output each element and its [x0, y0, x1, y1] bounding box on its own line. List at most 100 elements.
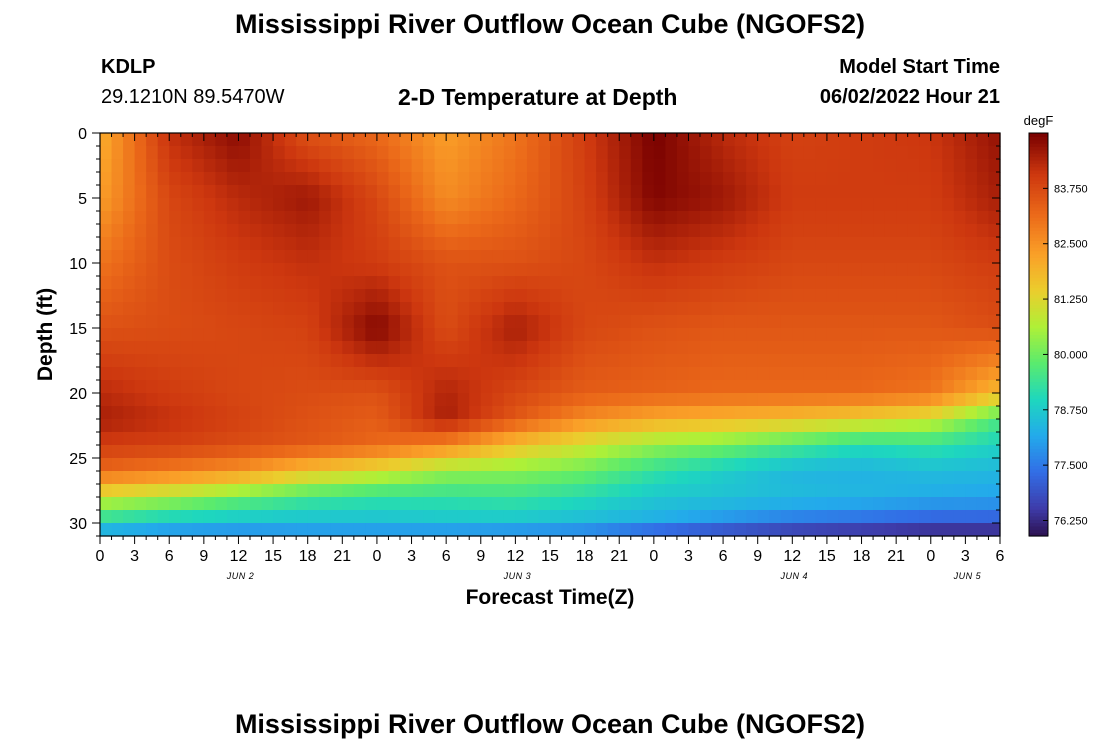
- colorbar-frame: [1028, 132, 1049, 537]
- heatmap-cell: [780, 185, 793, 199]
- colorbar-segment: [1029, 371, 1048, 376]
- heatmap-cell: [492, 172, 505, 186]
- heatmap-cell: [988, 289, 1001, 303]
- heatmap-cell: [353, 471, 366, 485]
- heatmap-cell: [446, 458, 459, 472]
- heatmap-cell: [203, 302, 216, 316]
- heatmap-cell: [780, 380, 793, 394]
- heatmap-cell: [411, 185, 424, 199]
- heatmap-cell: [434, 250, 447, 264]
- colorbar-segment: [1029, 304, 1048, 309]
- heatmap-cell: [330, 497, 343, 511]
- heatmap-cell: [723, 341, 736, 355]
- heatmap-cell: [503, 172, 516, 186]
- heatmap-cell: [815, 289, 828, 303]
- heatmap-cell: [596, 211, 609, 225]
- heatmap-cell: [273, 471, 286, 485]
- heatmap-cell: [838, 211, 851, 225]
- heatmap-cell: [250, 458, 263, 472]
- heatmap-cell: [792, 315, 805, 329]
- heatmap-cell: [734, 146, 747, 160]
- heatmap-cell: [238, 510, 251, 524]
- heatmap-cell: [284, 341, 297, 355]
- heatmap-cell: [642, 198, 655, 212]
- heatmap-cell: [446, 146, 459, 160]
- heatmap-cell: [192, 159, 205, 173]
- heatmap-cell: [261, 198, 274, 212]
- heatmap-cell: [815, 328, 828, 342]
- heatmap-cell: [492, 419, 505, 433]
- heatmap-cell: [515, 185, 528, 199]
- heatmap-cell: [734, 250, 747, 264]
- colorbar-segment: [1029, 492, 1048, 497]
- heatmap-cell: [561, 458, 574, 472]
- heatmap-cell: [284, 211, 297, 225]
- heatmap-cell: [953, 172, 966, 186]
- heatmap-cell: [873, 263, 886, 277]
- colorbar-segment: [1029, 314, 1048, 319]
- heatmap-cell: [342, 133, 355, 147]
- heatmap-cell: [526, 497, 540, 511]
- heatmap-cell: [365, 198, 378, 212]
- heatmap-cell: [676, 393, 690, 407]
- heatmap-cell: [838, 146, 851, 160]
- heatmap-cell: [919, 445, 932, 459]
- heatmap-cell: [180, 198, 193, 212]
- heatmap-cell: [619, 289, 632, 303]
- heatmap-cell: [596, 380, 609, 394]
- heatmap-cell: [111, 367, 124, 381]
- heatmap-cell: [319, 224, 332, 238]
- heatmap-cell: [446, 471, 459, 485]
- heatmap-cell: [284, 159, 297, 173]
- heatmap-cell: [123, 250, 136, 264]
- heatmap-cell: [411, 211, 424, 225]
- heatmap-cell: [261, 211, 274, 225]
- heatmap-cell: [838, 224, 851, 238]
- heatmap-cell: [134, 523, 147, 537]
- heatmap-cell: [700, 354, 713, 368]
- heatmap-cell: [815, 211, 828, 225]
- heatmap-cell: [815, 510, 828, 524]
- heatmap-cell: [388, 471, 401, 485]
- heatmap-cell: [319, 432, 332, 446]
- heatmap-cell: [238, 263, 251, 277]
- heatmap-cell: [988, 380, 1001, 394]
- heatmap-cell: [503, 198, 516, 212]
- heatmap-cell: [930, 302, 943, 316]
- heatmap-cell: [388, 510, 401, 524]
- heatmap-cell: [723, 445, 736, 459]
- heatmap-cell: [480, 367, 493, 381]
- heatmap-cell: [469, 276, 482, 290]
- heatmap-cell: [884, 237, 897, 251]
- y-tick-label: 5: [78, 191, 87, 208]
- heatmap-cell: [930, 328, 943, 342]
- heatmap-cell: [734, 224, 747, 238]
- heatmap-cell: [503, 185, 516, 199]
- heatmap-cell: [457, 458, 470, 472]
- heatmap-cell: [411, 393, 424, 407]
- heatmap-cell: [319, 419, 332, 433]
- colorbar-segment: [1029, 176, 1048, 181]
- heatmap-cell: [734, 133, 747, 147]
- heatmap-cell: [769, 224, 782, 238]
- heatmap-cell: [480, 458, 493, 472]
- heatmap-cell: [503, 367, 516, 381]
- heatmap-cell: [953, 328, 966, 342]
- heatmap-cell: [619, 510, 632, 524]
- heatmap-cell: [296, 367, 309, 381]
- heatmap-cell: [330, 133, 343, 147]
- heatmap-cell: [526, 250, 540, 264]
- heatmap-cell: [273, 341, 286, 355]
- heatmap-cell: [653, 172, 666, 186]
- heatmap-cell: [965, 510, 978, 524]
- heatmap-cell: [261, 172, 274, 186]
- heatmap-cell: [192, 510, 205, 524]
- x-tick-label: 0: [372, 548, 381, 565]
- heatmap-cell: [976, 406, 990, 420]
- heatmap-cell: [907, 471, 920, 485]
- heatmap-cell: [919, 211, 932, 225]
- colorbar-segment: [1029, 428, 1048, 433]
- heatmap-cell: [330, 263, 343, 277]
- heatmap-cell: [723, 354, 736, 368]
- heatmap-cell: [111, 458, 124, 472]
